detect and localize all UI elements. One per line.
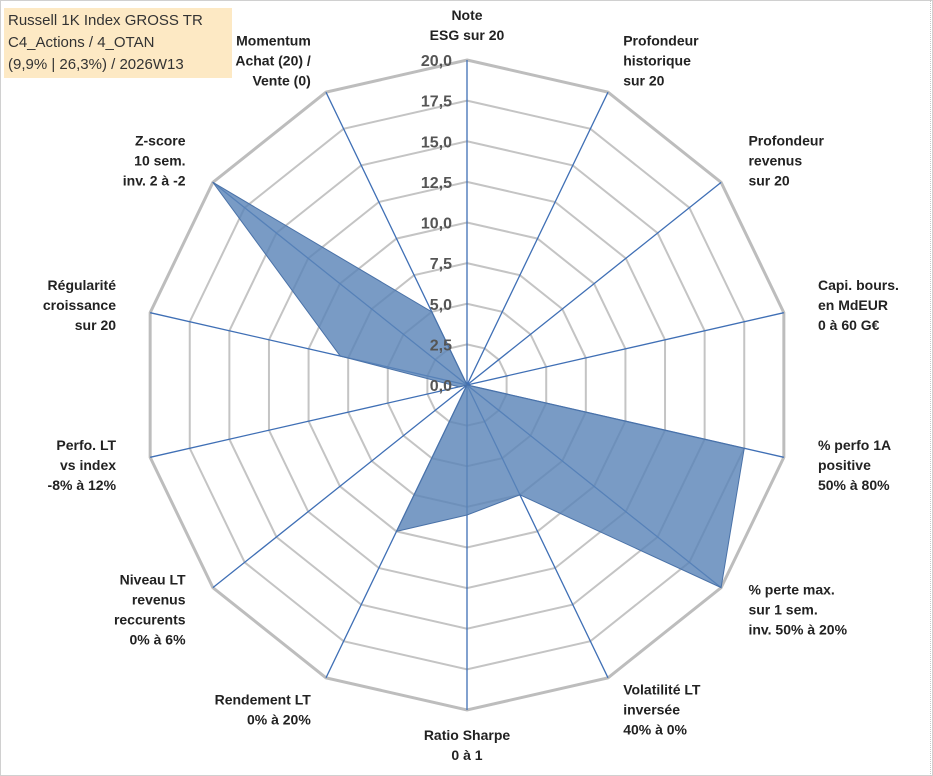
series-point	[466, 514, 468, 516]
axis-label: Niveau LT revenus reccurents 0% à 6%	[114, 571, 186, 647]
series-point	[458, 386, 460, 388]
axis-spoke	[466, 181, 722, 386]
axis-label: Ratio Sharpe 0 à 1	[424, 727, 511, 763]
tick-label: 20,0	[421, 53, 452, 70]
series-area	[212, 181, 745, 589]
tick-label: 10,0	[421, 216, 452, 233]
tick-label: 15,0	[421, 134, 452, 151]
chart-title-box: Russell 1K Index GROSS TR C4_Actions / 4…	[4, 8, 232, 78]
axis-label: % perfo 1A positive 50% à 80%	[818, 437, 891, 493]
series-point	[395, 530, 397, 532]
axis-label: % perte max. sur 1 sem. inv. 50% à 20%	[748, 581, 847, 637]
radar-series	[212, 181, 745, 589]
axis-spoke	[466, 91, 609, 386]
axis-label: Rendement LT 0% à 20%	[215, 691, 312, 727]
axis-label: Profondeur revenus sur 20	[748, 133, 824, 189]
series-point	[466, 384, 468, 386]
axis-spoke	[212, 384, 468, 589]
tick-label: 12,5	[421, 175, 452, 192]
axis-label: Perfo. LT vs index -8% à 12%	[48, 437, 117, 493]
axis-label: Note ESG sur 20	[430, 7, 505, 43]
tick-label: 0,0	[430, 378, 452, 395]
axis-spoke	[150, 384, 468, 458]
tick-label: 7,5	[430, 256, 452, 273]
axis-spoke	[466, 312, 784, 386]
tick-label: 2,5	[430, 337, 452, 354]
axis-labels: Note ESG sur 20 Profondeur historique sur 20…	[43, 7, 899, 763]
axis-label: Capi. bours. en MdEUR 0 à 60 G€	[818, 277, 899, 333]
title-line-1: Russell 1K Index GROSS TR	[8, 12, 203, 29]
series-point	[431, 311, 433, 313]
series-point	[212, 181, 214, 183]
axis-label: Z-score 10 sem. inv. 2 à -2	[123, 133, 186, 189]
title-line-3: (9,9% | 26,3%) / 2026W13	[8, 56, 184, 73]
title-line-2: C4_Actions / 4_OTAN	[8, 34, 155, 51]
tick-label: 17,5	[421, 94, 452, 111]
axis-label: Momentum Achat (20) / Vente (0)	[235, 33, 311, 89]
series-point	[339, 355, 341, 357]
tick-label: 5,0	[430, 297, 452, 314]
axis-label: Profondeur historique sur 20	[623, 33, 699, 89]
axis-label: Volatilité LT inversée 40% à 0%	[623, 681, 701, 737]
series-point	[519, 494, 521, 496]
series-point	[743, 447, 745, 449]
series-point	[720, 587, 722, 589]
axis-label: Régularité croissance sur 20	[43, 277, 116, 333]
radial-tick-labels: 0,0 2,5 5,0 7,5 10,0 12,5 15,0 17,5 20,0	[421, 53, 452, 395]
right-edge-dotted-line	[928, 0, 931, 776]
